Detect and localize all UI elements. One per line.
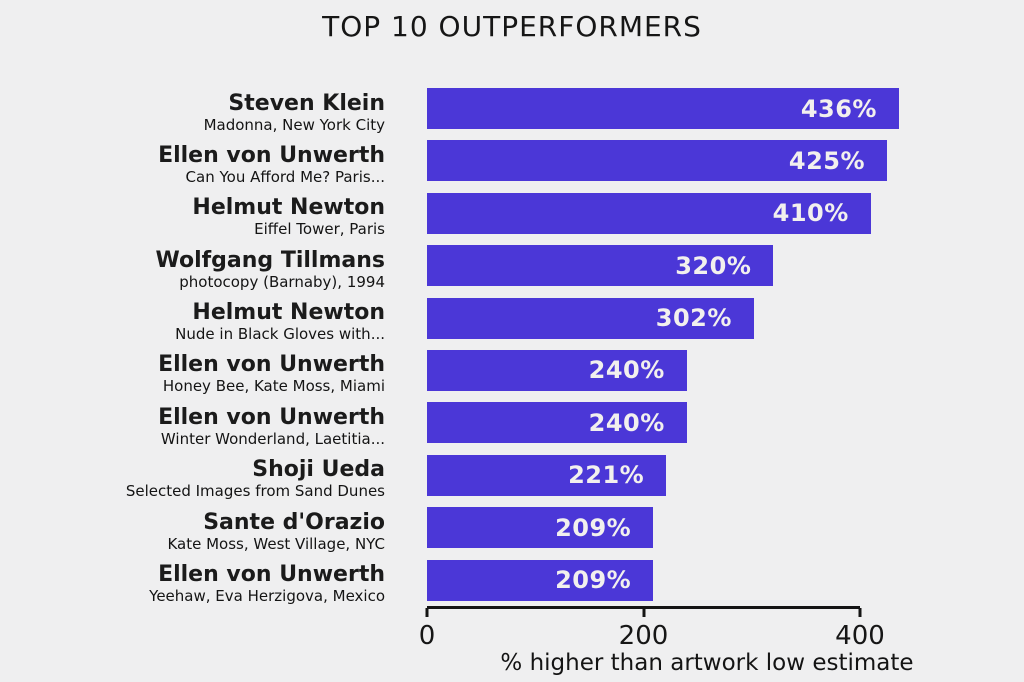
bar: 436%: [427, 88, 899, 129]
artwork-title: Can You Afford Me? Paris...: [185, 167, 385, 186]
row-labels: Ellen von Unwerth Honey Bee, Kate Moss, …: [0, 352, 427, 396]
bar-value-label: 209%: [555, 566, 632, 595]
x-axis-title: % higher than artwork low estimate: [500, 650, 914, 676]
chart-row: Wolfgang Tillmans photocopy (Barnaby), 1…: [0, 245, 1024, 291]
artist-name: Ellen von Unwerth: [158, 404, 385, 430]
bar: 410%: [427, 192, 871, 234]
artwork-title: Madonna, New York City: [203, 115, 385, 134]
artist-name: Steven Klein: [228, 90, 385, 116]
bar: 240%: [427, 349, 687, 391]
bar: 302%: [427, 297, 754, 339]
bar: 221%: [427, 454, 667, 496]
artist-name: Helmut Newton: [192, 195, 385, 221]
x-axis-tick-label: 0: [418, 621, 436, 651]
x-axis-tick: [858, 608, 862, 617]
bar-value-label: 240%: [588, 356, 665, 385]
row-labels: Helmut Newton Eiffel Tower, Paris: [0, 195, 427, 239]
artist-name: Wolfgang Tillmans: [155, 247, 385, 273]
artwork-title: Selected Images from Sand Dunes: [125, 482, 385, 501]
artwork-title: Winter Wonderland, Laetitia...: [160, 429, 385, 448]
row-labels: Ellen von Unwerth Yeehaw, Eva Herzigova,…: [0, 562, 427, 606]
artist-name: Helmut Newton: [192, 300, 385, 326]
artwork-title: Yeehaw, Eva Herzigova, Mexico: [149, 587, 385, 606]
chart-row: Shoji Ueda Selected Images from Sand Dun…: [0, 454, 1024, 500]
bar: 425%: [427, 140, 888, 182]
row-labels: Wolfgang Tillmans photocopy (Barnaby), 1…: [0, 248, 427, 292]
artist-name: Sante d'Orazio: [203, 509, 385, 535]
chart-title: TOP 10 OUTPERFORMERS: [322, 10, 702, 43]
bar: 320%: [427, 245, 774, 287]
artwork-title: Eiffel Tower, Paris: [254, 220, 385, 239]
artist-name: Shoji Ueda: [252, 457, 385, 483]
chart-row: Ellen von Unwerth Winter Wonderland, Lae…: [0, 402, 1024, 448]
artwork-title: Honey Bee, Kate Moss, Miami: [162, 377, 385, 396]
row-labels: Sante d'Orazio Kate Moss, West Village, …: [0, 510, 427, 554]
bar-rows: Steven Klein Madonna, New York City 436%…: [0, 88, 1024, 612]
artwork-title: Nude in Black Gloves with...: [175, 325, 385, 344]
artist-name: Ellen von Unwerth: [158, 142, 385, 168]
chart-row: Helmut Newton Nude in Black Gloves with.…: [0, 297, 1024, 343]
artist-name: Ellen von Unwerth: [158, 352, 385, 378]
chart-row: Helmut Newton Eiffel Tower, Paris 410%: [0, 192, 1024, 238]
bar-value-label: 209%: [555, 513, 632, 542]
bar: 209%: [427, 507, 654, 549]
bar: 240%: [427, 402, 687, 444]
x-axis-tick-label: 400: [835, 621, 885, 651]
x-axis-tick: [642, 608, 645, 617]
row-labels: Ellen von Unwerth Can You Afford Me? Par…: [0, 143, 427, 187]
chart-row: Steven Klein Madonna, New York City 436%: [0, 88, 1024, 134]
chart-row: Ellen von Unwerth Yeehaw, Eva Herzigova,…: [0, 559, 1024, 605]
row-labels: Ellen von Unwerth Winter Wonderland, Lae…: [0, 405, 427, 449]
chart-row: Ellen von Unwerth Can You Afford Me? Par…: [0, 140, 1024, 186]
artist-name: Ellen von Unwerth: [158, 562, 385, 588]
bar-value-label: 410%: [772, 199, 849, 228]
bar: 209%: [427, 559, 654, 601]
bar-value-label: 302%: [655, 304, 732, 333]
bar-value-label: 221%: [568, 461, 645, 490]
chart-row: Sante d'Orazio Kate Moss, West Village, …: [0, 507, 1024, 553]
chart-row: Ellen von Unwerth Honey Bee, Kate Moss, …: [0, 349, 1024, 395]
row-labels: Shoji Ueda Selected Images from Sand Dun…: [0, 457, 427, 501]
artwork-title: Kate Moss, West Village, NYC: [167, 534, 385, 553]
x-axis-tick: [425, 608, 429, 617]
bar-value-label: 436%: [800, 94, 877, 123]
bar-value-label: 240%: [588, 408, 665, 437]
row-labels: Steven Klein Madonna, New York City: [0, 91, 427, 135]
bar-value-label: 425%: [788, 146, 866, 175]
artwork-title: photocopy (Barnaby), 1994: [179, 272, 385, 291]
row-labels: Helmut Newton Nude in Black Gloves with.…: [0, 300, 427, 344]
x-axis-tick-label: 200: [618, 621, 669, 651]
x-axis: 0 200 400: [419, 606, 885, 651]
bar-value-label: 320%: [675, 251, 752, 280]
